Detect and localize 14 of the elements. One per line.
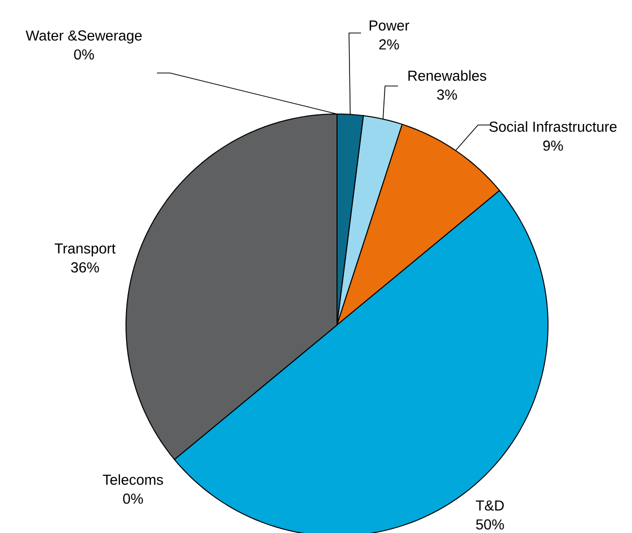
- slice-label: T&D: [476, 500, 504, 511]
- data-label: 2%: [379, 39, 399, 50]
- data-label: 50%: [476, 519, 504, 530]
- slice-label: Social Infrastructure: [489, 121, 617, 132]
- data-label: 9%: [543, 140, 563, 151]
- category-label: Telecoms: [102, 474, 163, 485]
- text: 0%: [74, 49, 94, 60]
- data-label: 36%: [71, 262, 99, 273]
- data-label: 3%: [437, 90, 457, 100]
- slice-label: Transport: [54, 243, 116, 256]
- slice-label: Power: [370, 20, 410, 31]
- text: 0%: [123, 494, 143, 504]
- category-label: Water &Sewerage: [26, 30, 142, 44]
- slice-label: Renewables: [408, 70, 486, 81]
